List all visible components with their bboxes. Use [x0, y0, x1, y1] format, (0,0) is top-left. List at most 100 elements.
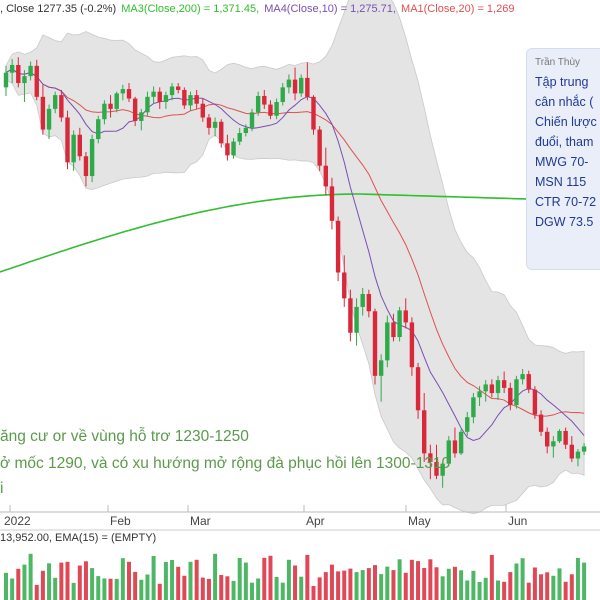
volume-bar	[77, 565, 82, 600]
volume-bar	[532, 567, 537, 600]
candle-body	[16, 64, 21, 84]
candle-body	[299, 77, 304, 94]
candle-body	[520, 374, 525, 380]
volume-bar	[151, 556, 156, 600]
volume-bar	[65, 561, 70, 600]
candle-body	[329, 186, 335, 221]
volume-bar	[409, 559, 414, 600]
candle-body	[114, 93, 119, 109]
x-tick-label: Jun	[508, 514, 528, 528]
volume-bar	[53, 577, 58, 600]
ma1-label: MA1(Close,20) = 1,269	[401, 3, 515, 15]
candle-body	[77, 134, 82, 157]
volume-bar	[514, 563, 519, 600]
note-line: đuổi, tham	[535, 135, 594, 149]
volume-bar	[206, 578, 211, 600]
volume-bar	[465, 580, 470, 600]
candle-body	[89, 139, 95, 177]
x-tick-label: May	[408, 514, 431, 528]
volume-bar	[299, 576, 304, 600]
candle-body	[83, 156, 89, 177]
volume-bar	[231, 580, 236, 600]
candle-body	[96, 119, 101, 140]
candle-body	[194, 95, 199, 104]
volume-bar	[502, 581, 507, 600]
volume-bar	[569, 574, 574, 600]
volume-bar	[163, 562, 168, 600]
candle-body	[557, 430, 562, 442]
volume-bar	[47, 563, 52, 600]
volume-bar	[520, 558, 525, 600]
volume-bar	[526, 582, 531, 600]
candle-body	[483, 384, 488, 392]
candle-body	[563, 430, 568, 445]
volume-bar	[397, 559, 402, 600]
candle-body	[391, 322, 396, 338]
candle-body	[317, 129, 322, 166]
volume-bar	[262, 557, 267, 600]
candle-body	[157, 91, 162, 102]
candle-body	[108, 103, 113, 109]
candle-body	[305, 77, 310, 97]
candle-body	[348, 298, 353, 333]
ma4-label: MA4(Close,10) = 1,275.71,	[264, 3, 396, 15]
candle-body	[163, 95, 169, 102]
candle-body	[495, 380, 501, 394]
volume-bar	[237, 558, 242, 600]
candle-body	[40, 96, 46, 130]
volume-bar	[489, 554, 494, 600]
volume-bar	[471, 570, 476, 600]
volume-bar	[182, 575, 187, 600]
candle-body	[569, 444, 574, 459]
volume-bar	[219, 575, 224, 600]
candle-body	[422, 410, 427, 454]
candle-body	[526, 374, 531, 390]
volume-bar	[213, 553, 218, 600]
volume-bar	[145, 574, 150, 600]
candle-body	[360, 294, 365, 307]
volume-bar	[575, 558, 580, 600]
volume-bar	[90, 568, 95, 600]
chart-header: , Close 1277.35 (-0.2%) MA3(Close,200) =…	[0, 0, 600, 18]
volume-bar	[176, 566, 181, 600]
volume-bar	[379, 574, 384, 600]
candle-body	[471, 397, 476, 418]
candle-body	[581, 446, 587, 452]
volume-bar	[440, 576, 445, 600]
candle-body	[514, 379, 519, 406]
candle-body	[397, 310, 402, 338]
candle-body	[551, 441, 556, 447]
volume-bar	[551, 575, 556, 600]
volume-bar	[446, 568, 451, 600]
volume-bar	[102, 578, 107, 600]
volume-bar	[385, 566, 390, 600]
volume-bar	[360, 570, 365, 600]
note-line: DGW 73.5	[535, 215, 594, 229]
close-label: , Close 1277.35 (-0.2%)	[0, 3, 117, 15]
volume-bar	[391, 570, 396, 600]
volume-bar	[336, 571, 341, 600]
note-popup: Trần Thùy Tập trung cân nhắc ( Chiến lượ…	[526, 48, 600, 270]
candle-body	[415, 367, 421, 411]
candle-body	[280, 87, 285, 102]
candle-body	[465, 417, 470, 432]
volume-bar	[373, 565, 377, 600]
volume-bar	[557, 568, 562, 600]
volume-bar	[477, 582, 482, 600]
volume-bar	[243, 562, 248, 600]
candle-body	[71, 134, 76, 163]
candle-body	[231, 141, 236, 156]
volume-bar	[496, 580, 500, 600]
note-line: CTR 70-72	[535, 195, 597, 209]
candle-body	[440, 463, 445, 476]
candle-body	[151, 91, 156, 97]
candle-body	[354, 306, 359, 333]
volume-bar	[139, 579, 144, 600]
candle-body	[311, 96, 316, 130]
candle-body	[139, 112, 144, 121]
candle-body	[372, 311, 378, 376]
note-line: MSN 115	[535, 175, 587, 189]
candle-body	[428, 453, 433, 462]
candle-body	[22, 76, 27, 84]
annotation-line: ở mốc 1290, và có xu hướng mở rộng đà ph…	[0, 455, 451, 472]
